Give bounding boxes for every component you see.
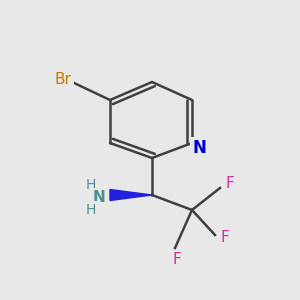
Polygon shape — [110, 190, 152, 200]
Text: Br: Br — [55, 73, 71, 88]
Text: F: F — [220, 230, 230, 244]
Text: N: N — [93, 190, 105, 206]
Text: F: F — [172, 253, 182, 268]
Text: H: H — [86, 203, 96, 217]
Text: H: H — [86, 178, 96, 192]
Text: F: F — [226, 176, 234, 191]
Text: N: N — [192, 139, 206, 157]
